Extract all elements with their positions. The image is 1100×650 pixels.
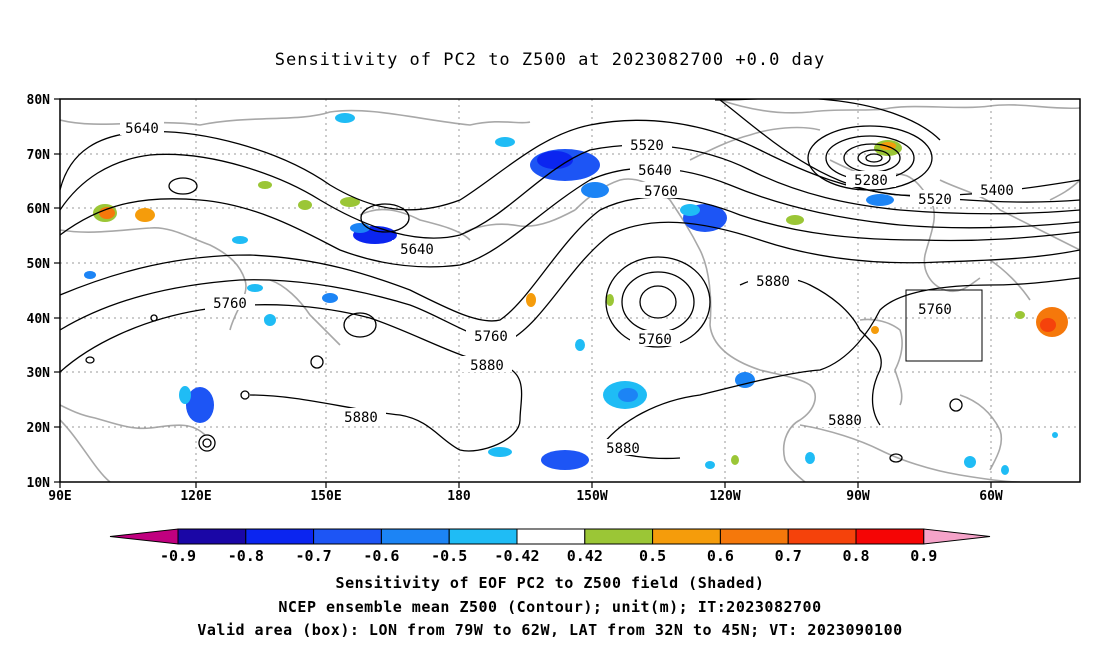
lat-tick-label: 80N: [27, 93, 51, 108]
colorbar-triangle-low: [109, 528, 179, 545]
contour-label: 5880: [470, 358, 504, 374]
contour-label: 5880: [828, 413, 862, 429]
colorbar-level-label: 0.9: [910, 547, 937, 565]
lat-tick-label: 20N: [27, 421, 51, 436]
lon-tick-label: 90W: [846, 489, 870, 504]
lat-tick-label: 60N: [27, 202, 51, 217]
contour-label: 5280: [854, 173, 888, 189]
lon-tick-labels: 90E 120E 150E 180 150W 120W 90W 60W: [48, 489, 1003, 504]
lon-tick-label: 180: [447, 489, 471, 504]
colorbar-level-label: -0.6: [363, 547, 399, 565]
lon-tick-label: 150E: [310, 489, 341, 504]
colorbar-level-label: 0.42: [567, 547, 603, 565]
colorbar-swatch: [516, 528, 586, 545]
colorbar-level-label: -0.5: [431, 547, 467, 565]
lat-tick-label: 50N: [27, 257, 51, 272]
lon-tick-label: 120W: [709, 489, 740, 504]
caption-contour: NCEP ensemble mean Z500 (Contour); unit(…: [278, 598, 822, 616]
contour-labels: 5640 5520 5640 5760 5280 5520 5400 5640 …: [120, 119, 1022, 457]
colorbar-swatch: [584, 528, 654, 545]
colorbar-swatch: [855, 528, 925, 545]
colorbar-swatch: [652, 528, 721, 545]
colorbar-level-label: 0.7: [775, 547, 802, 565]
contour-label: 5760: [918, 302, 952, 318]
contour-label: 5880: [756, 274, 790, 290]
colorbar-swatch: [787, 528, 857, 545]
colorbar-swatch: [380, 528, 450, 545]
z500-contours: [60, 99, 1080, 463]
lat-tick-label: 30N: [27, 366, 51, 381]
caption-shaded: Sensitivity of EOF PC2 to Z500 field (Sh…: [335, 574, 765, 592]
lat-tick-label: 10N: [27, 476, 51, 491]
lat-tick-label: 40N: [27, 312, 51, 327]
map-title: Sensitivity of PC2 to Z500 at 2023082700…: [274, 50, 826, 70]
contour-label: 5760: [644, 184, 678, 200]
tick-marks: [54, 98, 992, 488]
plot-frame: [59, 98, 1081, 483]
contour-label: 5760: [213, 296, 247, 312]
colorbar-swatch: [245, 528, 315, 545]
colorbar-level-label: -0.42: [494, 547, 539, 565]
caption-valid-area: Valid area (box): LON from 79W to 62W, L…: [197, 621, 903, 639]
colorbar-level-label: -0.8: [228, 547, 264, 565]
lon-tick-label: 90E: [48, 489, 71, 504]
colorbar-level-label: 0.8: [842, 547, 869, 565]
sensitivity-shading: [84, 113, 1068, 475]
contour-label: 5520: [918, 192, 952, 208]
colorbar-level-label: 0.6: [707, 547, 734, 565]
colorbar-swatch: [313, 528, 382, 545]
contour-label: 5760: [474, 329, 508, 345]
lat-tick-labels: 80N 70N 60N 50N 40N 30N 20N 10N: [27, 93, 51, 491]
contour-label: 5640: [638, 163, 672, 179]
contour-label: 5520: [630, 138, 664, 154]
lat-tick-label: 70N: [27, 148, 51, 163]
colorbar-level-label: 0.5: [639, 547, 666, 565]
contour-label: 5640: [400, 242, 434, 258]
colorbar-swatch: [719, 528, 789, 545]
colorbar-swatch: [448, 528, 518, 545]
colorbar-level-label: -0.9: [160, 547, 196, 565]
colorbar-level-label: -0.7: [296, 547, 332, 565]
contour-label: 5880: [606, 441, 640, 457]
lon-tick-label: 120E: [180, 489, 211, 504]
colorbar-triangle-high: [923, 528, 991, 545]
lat-lon-grid: [60, 99, 1080, 482]
lon-tick-label: 150W: [576, 489, 607, 504]
valid-area-box: [905, 289, 983, 362]
colorbar-swatch: [177, 528, 247, 545]
contour-label: 5640: [125, 121, 159, 137]
lon-tick-label: 60W: [979, 489, 1003, 504]
contour-label: 5760: [638, 332, 672, 348]
contour-label: 5880: [344, 410, 378, 426]
contour-label: 5400: [980, 183, 1014, 199]
colorbar: -0.9 -0.8 -0.7 -0.6 -0.5 -0.42 0.42 0.5 0.6 0.7 0.…: [109, 528, 991, 565]
